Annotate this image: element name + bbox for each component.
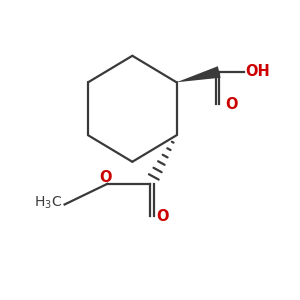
Text: O: O	[157, 209, 169, 224]
Text: OH: OH	[246, 64, 270, 80]
Text: H$_3$C: H$_3$C	[34, 195, 62, 211]
Polygon shape	[176, 66, 220, 82]
Text: O: O	[226, 97, 238, 112]
Text: O: O	[100, 170, 112, 185]
